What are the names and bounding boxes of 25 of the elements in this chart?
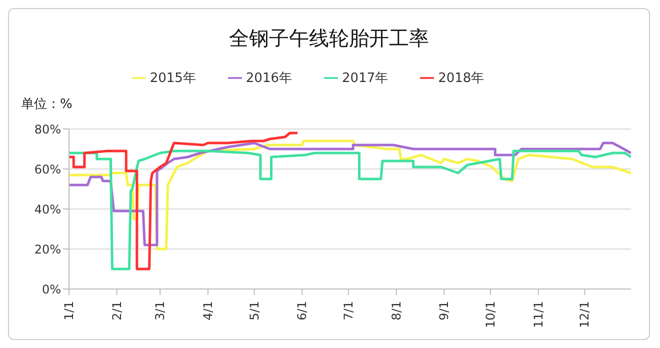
line-series <box>69 150 631 270</box>
legend-label: 2016年 <box>246 71 292 86</box>
x-tick-label: 2/1 <box>110 301 124 320</box>
x-tick-label: 12/1 <box>578 301 592 328</box>
y-tick-label: 80% <box>34 122 61 136</box>
x-tick-label: 8/1 <box>389 301 404 320</box>
text: 单位：% <box>21 96 72 113</box>
x-tick-label: 1/1 <box>62 301 76 320</box>
x-tick-label: 5/1 <box>247 301 262 320</box>
legend-label: 2015年 <box>150 71 196 86</box>
chart-title: 全钢子午线轮胎开工率 <box>228 25 430 52</box>
x-tick-label: 4/1 <box>200 301 215 320</box>
legend-label: 2018年 <box>438 71 484 86</box>
line-series <box>69 132 299 270</box>
y-tick-label: 40% <box>34 202 61 216</box>
x-tick-label: 3/1 <box>153 301 168 320</box>
legend-label: 2017年 <box>342 71 388 86</box>
x-tick-label: 7/1 <box>341 301 356 320</box>
y-tick-label: 0% <box>42 282 61 296</box>
y-tick-label: 60% <box>34 162 61 176</box>
x-tick-label: 11/1 <box>531 301 546 328</box>
x-tick-label: 6/1 <box>295 301 310 320</box>
x-tick-label: 9/1 <box>437 301 452 320</box>
y-tick-label: 20% <box>34 242 61 256</box>
x-tick-label: 10/1 <box>484 301 498 328</box>
